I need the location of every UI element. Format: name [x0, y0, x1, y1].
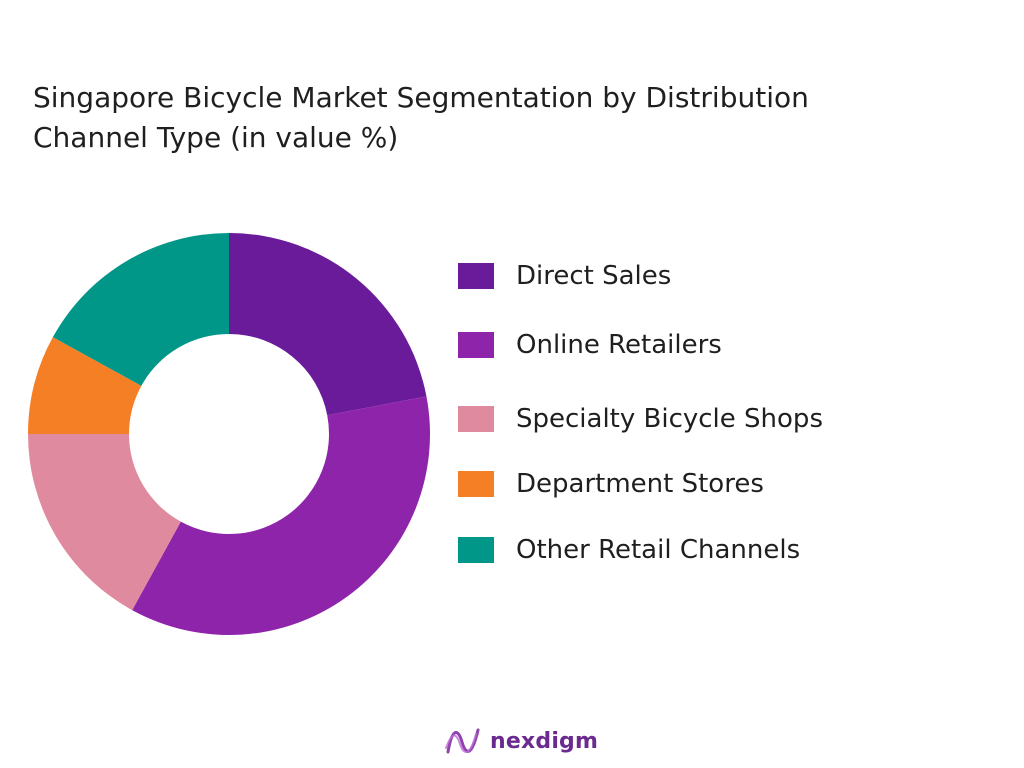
legend-item-specialty-bicycle-shops: Specialty Bicycle Shops: [458, 399, 823, 439]
legend-item-online-retailers: Online Retailers: [458, 325, 722, 365]
donut-slice-direct-sales: [229, 233, 427, 416]
legend-label-specialty-bicycle-shops: Specialty Bicycle Shops: [516, 404, 823, 434]
legend-swatch-department-stores: [458, 471, 494, 497]
donut-slice-online-retailers: [132, 396, 430, 635]
brand-name: nexdigm: [490, 728, 599, 754]
legend-label-department-stores: Department Stores: [516, 469, 764, 499]
legend-item-department-stores: Department Stores: [458, 464, 764, 504]
legend-swatch-online-retailers: [458, 332, 494, 358]
legend-swatch-specialty-bicycle-shops: [458, 406, 494, 432]
donut-slice-other-retail-channels: [52, 233, 229, 386]
legend-swatch-other-retail-channels: [458, 537, 494, 563]
brand-logo: nexdigm: [444, 722, 598, 760]
chart-title: Singapore Bicycle Market Segmentation by…: [33, 81, 809, 154]
legend-label-direct-sales: Direct Sales: [516, 261, 672, 291]
legend-swatch-direct-sales: [458, 263, 494, 289]
donut-slice-department-stores: [28, 337, 142, 434]
nexdigm-logo-icon: [445, 728, 480, 754]
legend-item-other-retail-channels: Other Retail Channels: [458, 530, 800, 570]
legend-item-direct-sales: Direct Sales: [458, 256, 671, 296]
donut-slice-specialty-bicycle-shops: [28, 434, 181, 611]
legend-label-other-retail-channels: Other Retail Channels: [516, 535, 801, 565]
legend-label-online-retailers: Online Retailers: [516, 330, 722, 360]
